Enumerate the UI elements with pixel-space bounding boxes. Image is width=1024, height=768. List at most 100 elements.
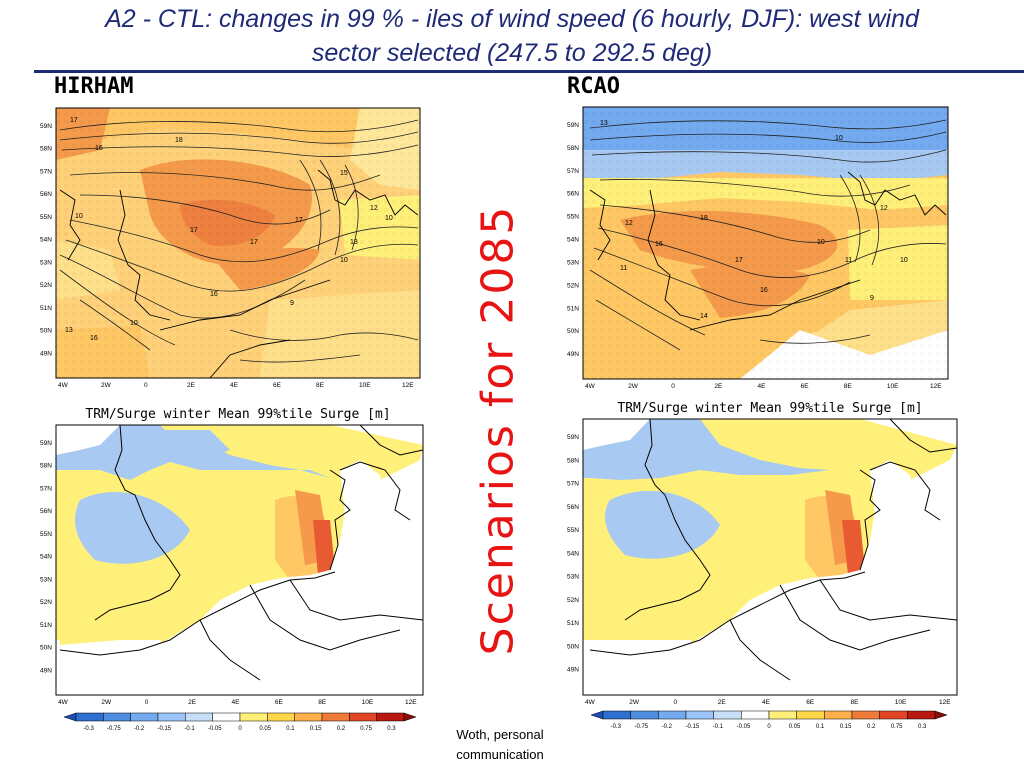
lat-tick-label: 51N: [567, 620, 579, 627]
lat-tick-label: 57N: [40, 485, 52, 492]
lon-tick-label: 2W: [628, 383, 639, 390]
lat-tick-label: 53N: [40, 259, 52, 266]
lon-tick-label: 2W: [101, 699, 112, 706]
lon-tick-label: 6E: [801, 383, 810, 390]
lon-tick-label: 10E: [887, 383, 899, 390]
lat-tick-label: 50N: [40, 645, 52, 652]
lat-tick-label: 54N: [567, 550, 579, 557]
colorbar-tick-label: -0.75: [634, 724, 648, 730]
lat-tick-label: 51N: [40, 305, 52, 312]
contour-label: 9: [290, 300, 294, 307]
slide-title: A2 - CTL: changes in 99 % - iles of wind…: [0, 2, 1024, 70]
lat-tick-label: 58N: [567, 457, 579, 464]
credit-note: Woth, personal communication: [440, 725, 560, 765]
colorbar-swatch: [294, 712, 323, 722]
map-rcao-wind: 13 11 10 12 16 18 17 14 16 11 9 12 10 10: [582, 106, 949, 380]
colorbar-left: -0.3 -0.75 -0.2 -0.15 -0.1 -0.05 0 0.05 0.1 0.15 0…: [63, 712, 417, 732]
lat-tick-label: 50N: [567, 328, 579, 335]
lat-tick-label: 58N: [567, 145, 579, 152]
lat-tick-label: 59N: [40, 440, 52, 447]
lon-tick-label: 10E: [362, 699, 374, 706]
colorbar-tick-label: -0.05: [208, 726, 222, 732]
colorbar-right: -0.3 -0.75 -0.2 -0.15 -0.1 -0.05 0 0.05 0.1 0.15 0…: [590, 710, 948, 730]
map-rcao-surge: [582, 418, 958, 696]
label-hirham: HIRHAM: [54, 74, 134, 99]
colorbar-tick-label: -0.75: [107, 726, 121, 732]
colorbar-tick-label: 0.15: [310, 726, 322, 732]
label-rcao: RCAO: [567, 74, 620, 99]
colorbar-swatch: [851, 710, 880, 720]
colorbar-tick-label: 0.75: [891, 724, 903, 730]
lat-tick-label: 55N: [567, 527, 579, 534]
lat-tick-label: 54N: [40, 237, 52, 244]
lon-tick-label: 10E: [895, 699, 907, 706]
contour-label: 11: [620, 265, 627, 272]
lon-tick-label: 4E: [762, 699, 771, 706]
contour-label: 17: [70, 117, 78, 124]
colorbar-swatch: [75, 712, 104, 722]
lon-tick-label: 10E: [359, 382, 371, 389]
colorbar-swatch: [768, 710, 797, 720]
title-line-1: A2 - CTL: changes in 99 % - iles of wind…: [105, 5, 919, 33]
contour-label: 10: [385, 215, 393, 222]
lat-tick-label: 52N: [40, 282, 52, 289]
lon-tick-label: 4W: [58, 699, 69, 706]
colorbar-tick-label: 0.1: [286, 726, 295, 732]
colorbar-tick-label: -0.1: [713, 724, 724, 730]
lon-tick-label: 2E: [187, 382, 196, 389]
map-hirham-surge: [55, 424, 424, 696]
colorbar-tick-label: 0.1: [816, 724, 825, 730]
contour-label: 17: [190, 227, 198, 234]
contour-label: 12: [880, 205, 888, 212]
colorbar-swatch: [103, 712, 131, 722]
contour-label: 10: [75, 213, 83, 220]
colorbar-swatch: [907, 710, 936, 720]
scenario-text: Scenarios for 2085: [472, 204, 524, 656]
lat-tick-label: 56N: [567, 191, 579, 198]
colorbar-tick-label: -0.2: [134, 726, 145, 732]
lat-tick-label: 52N: [40, 599, 52, 606]
contour-label: 12: [370, 205, 378, 212]
contour-label: 16: [655, 241, 663, 248]
lon-tick-label: 4W: [585, 383, 596, 390]
lat-tick-label: 58N: [40, 463, 52, 470]
lon-tick-label: 12E: [930, 383, 942, 390]
contour-label: 16: [760, 287, 768, 294]
lat-tick-label: 59N: [40, 123, 52, 130]
contour-label: 18: [700, 215, 708, 222]
lon-tick-label: 6E: [806, 699, 815, 706]
colorbar-tick-label: 0.3: [918, 724, 927, 730]
contour-label: 17: [250, 239, 258, 246]
colorbar-swatch: [185, 712, 213, 722]
lat-tick-label: 59N: [567, 434, 579, 441]
colorbar-tick-label: -0.05: [737, 724, 751, 730]
lat-tick-label: 55N: [40, 531, 52, 538]
lat-tick-label: 52N: [567, 282, 579, 289]
lat-tick-label: 56N: [567, 504, 579, 511]
lon-tick-label: 2E: [718, 699, 727, 706]
colorbar-tick-label: 0.2: [867, 724, 876, 730]
colorbar-tick-label: 0: [767, 724, 771, 730]
colorbar-swatch: [267, 712, 295, 722]
lat-tick-label: 49N: [40, 667, 52, 674]
surge-title-left: TRM/Surge winter Mean 99%tile Surge [m]: [85, 407, 390, 422]
colorbar-swatch: [239, 712, 268, 722]
colorbar-arrow-left: [590, 710, 604, 720]
contour-label: 13: [350, 239, 358, 246]
colorbar-tick-label: -0.15: [157, 726, 171, 732]
title-line-2: sector selected (247.5 to 292.5 deg): [311, 39, 713, 67]
contour-label: 14: [700, 313, 708, 320]
lon-tick-label: 6E: [275, 699, 284, 706]
lat-tick-label: 55N: [40, 214, 52, 221]
contour-label: 10: [340, 257, 348, 264]
credit-line-1: Woth, personal: [456, 727, 544, 742]
lat-tick-label: 53N: [567, 574, 579, 581]
lon-tick-label: 0: [671, 383, 675, 390]
lat-tick-label: 53N: [40, 576, 52, 583]
colorbar-tick-label: 0: [238, 726, 242, 732]
lon-tick-label: 4W: [585, 699, 596, 706]
lon-tick-label: 6E: [273, 382, 282, 389]
colorbar-tick-label: 0.3: [387, 726, 396, 732]
colorbar-swatch: [741, 710, 770, 720]
